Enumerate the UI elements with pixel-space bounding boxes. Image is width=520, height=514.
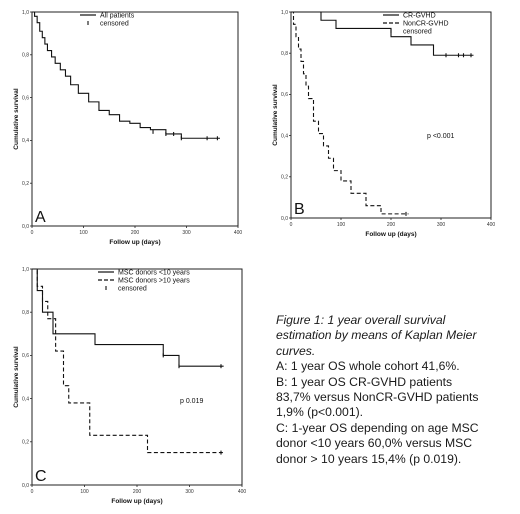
y-tick-label: 0,4 [22,138,29,144]
panel-b: 0,0 0,2 0,4 0,6 0,8 1,0 0 100 200 300 400 Follow up… [265,8,515,252]
x-tick-label: 100 [79,230,88,236]
x-tick-label: 300 [437,222,446,228]
plot-frame [290,11,492,219]
y-tick-label: 0,0 [22,224,29,230]
survival-curve [291,11,409,215]
y-tick-label: 1,0 [22,10,29,16]
y-tick-label: 0,8 [22,310,29,316]
y-tick-label: 0,0 [281,216,288,222]
y-tick-label: 1,0 [281,10,288,16]
survival-curve [32,268,224,454]
figure-caption: Figure 1: 1 year overall survival estima… [276,313,516,467]
caption-line: donor <10 years 60,0% versus MSC [276,436,473,451]
caption-line: C: 1-year OS depending on age MSC [276,420,479,435]
x-tick-label: 400 [238,489,247,495]
x-tick-label: 300 [185,489,194,495]
x-tick-label: 200 [131,230,140,236]
x-tick-label: 200 [133,489,142,495]
y-tick-label: 0,0 [22,483,29,489]
caption-line: B: 1 year OS CR-GVHD patients [276,374,453,389]
legend-label: censored [100,21,129,28]
x-tick-label: 0 [290,222,293,228]
y-tick-label: 1,0 [22,267,29,273]
y-tick-label: 0,6 [22,95,29,101]
legend-label: All patients [100,13,135,20]
x-tick-label: 0 [31,230,34,236]
survival-curve [32,268,224,367]
x-tick-label: 200 [387,222,396,228]
y-axis-label: Cumulative survival [13,346,20,408]
panel-c: 0,0 0,2 0,4 0,6 0,8 1,0 0 100 200 300 400 Follow up… [8,265,266,509]
y-tick-label: 0,6 [22,353,29,359]
legend-label: censored [403,29,432,36]
plot-frame [31,11,239,227]
y-axis-label: Cumulative survival [272,84,279,146]
caption-line: estimation by means of Kaplan Meier [276,328,477,343]
legend-label: CR-GVHD [403,13,436,20]
x-tick-label: 400 [487,222,496,228]
x-tick-label: 100 [80,489,89,495]
chart-b: 0,0 0,2 0,4 0,6 0,8 1,0 0 100 200 300 400 Follow up… [272,10,496,238]
caption-line: 83,7% versus NonCR-GVHD patients [276,390,479,405]
caption-line: curves. [276,343,316,358]
caption-line: A: 1 year OS whole cohort 41,6%. [276,359,460,374]
legend-label: NonCR-GVHD [403,21,449,28]
p-value-label: p 0.019 [180,398,203,405]
panel-letter: A [35,209,46,226]
x-axis-label: Follow up (days) [111,498,162,505]
y-axis-label: Cumulative survival [13,88,20,150]
panel-letter: B [294,201,305,218]
x-axis-label: Follow up (days) [365,231,416,238]
caption-line: Figure 1: 1 year overall survival [276,313,446,327]
x-tick-label: 100 [337,222,346,228]
legend-label: censored [118,286,147,293]
p-value-label: p <0.001 [427,133,455,140]
y-tick-label: 0,4 [281,133,288,139]
y-tick-label: 0,8 [281,51,288,57]
chart-c: 0,0 0,2 0,4 0,6 0,8 1,0 0 100 200 300 400 Follow up… [13,267,247,505]
survival-curve [32,11,220,139]
y-tick-label: 0,6 [281,92,288,98]
survival-curve [291,11,474,56]
x-tick-label: 400 [234,230,243,236]
y-tick-label: 0,2 [22,181,29,187]
y-tick-label: 0,4 [22,396,29,402]
legend-label: MSC donors >10 years [118,278,190,285]
y-tick-label: 0,8 [22,53,29,59]
caption-line: 1,9% (p<0.001). [276,405,364,420]
panel-letter: C [35,468,47,485]
x-axis-label: Follow up (days) [109,239,160,246]
caption-line: donor > 10 years 15,4% (p 0.019). [276,451,462,466]
chart-a: 0,0 0,2 0,4 0,6 0,8 1,0 0 100 200 300 400 Follow up… [13,10,243,246]
x-tick-label: 300 [182,230,191,236]
legend-label: MSC donors <10 years [118,270,190,277]
x-tick-label: 0 [31,489,34,495]
y-tick-label: 0,2 [22,440,29,446]
y-tick-label: 0,2 [281,175,288,181]
panel-a: 0,0 0,2 0,4 0,6 0,8 1,0 0 100 200 300 400 Follow up… [8,8,258,252]
